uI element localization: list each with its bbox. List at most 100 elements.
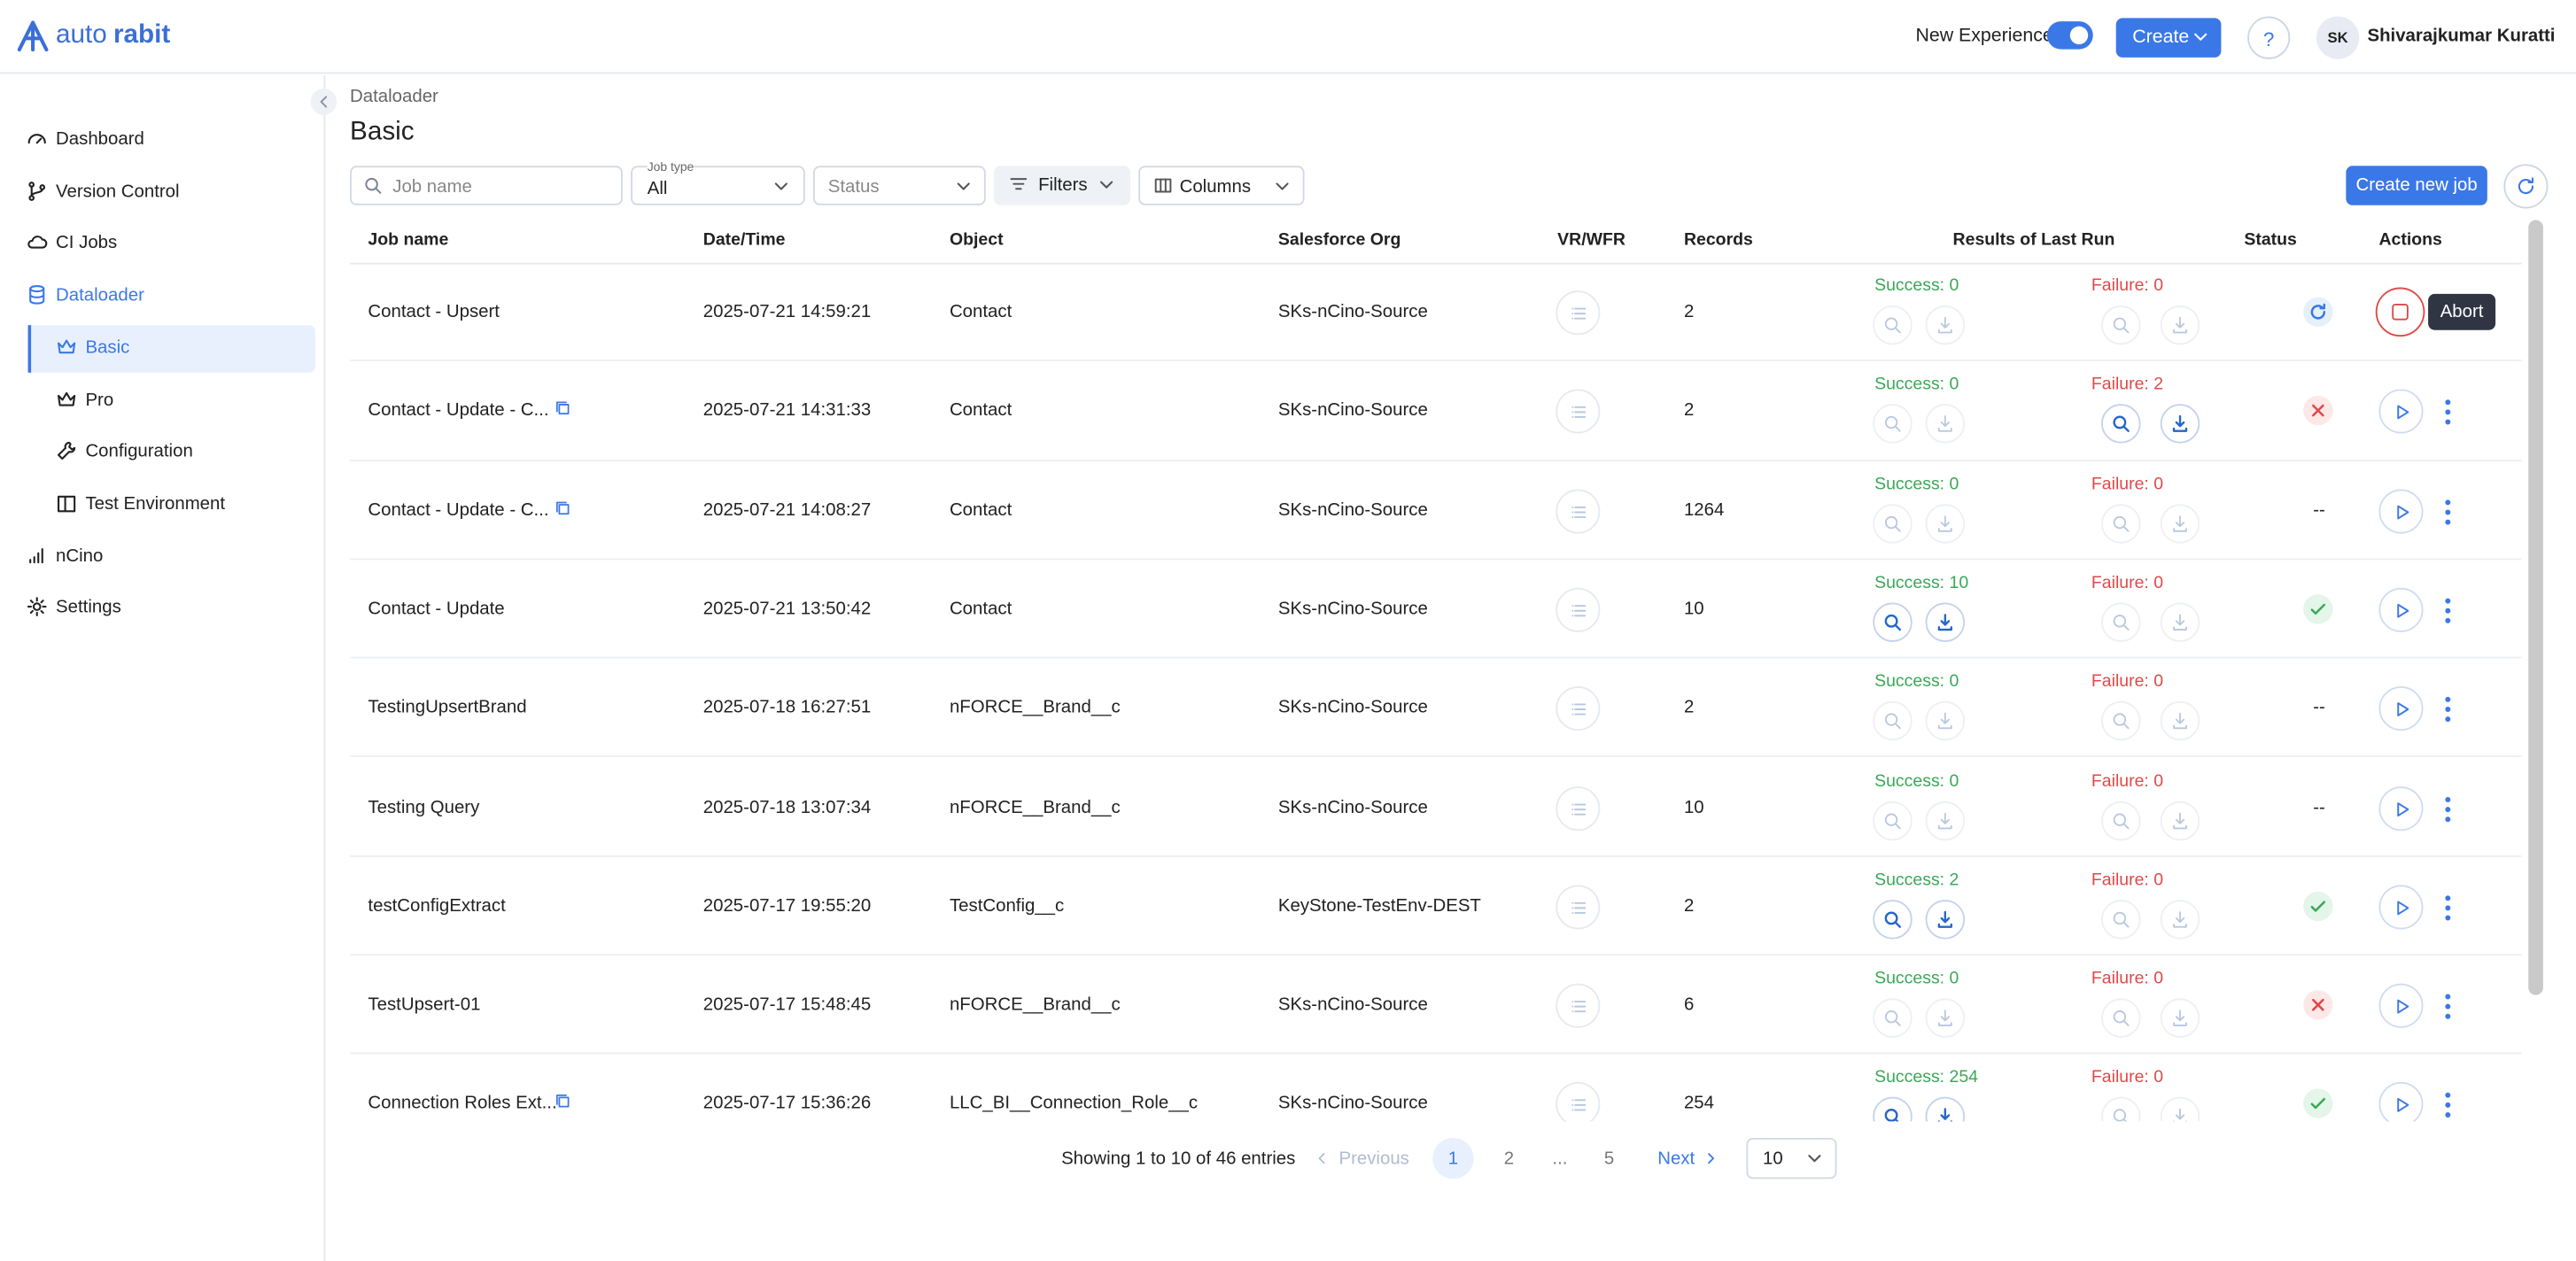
nav-item[interactable]: Dashboard [56,129,144,150]
result-button[interactable] [1925,305,1966,345]
filters-button[interactable]: Filters [994,166,1130,205]
result-button[interactable] [2101,998,2141,1039]
run-button[interactable] [2378,389,2424,435]
toggle[interactable] [2046,21,2093,50]
more-button[interactable] [2436,1089,2459,1121]
run-button[interactable] [2378,1082,2424,1122]
salesforce-org: SKs-nCino-Source [1277,797,1428,817]
job-type-select[interactable]: Job type All [631,159,805,205]
create-job-button[interactable]: Create new job [2346,166,2487,205]
result-button[interactable] [2160,305,2200,345]
more-button[interactable] [2436,495,2459,528]
result-button[interactable] [2160,998,2200,1039]
result-button-active[interactable] [1873,899,1913,940]
result-button-active[interactable] [1925,899,1966,940]
result-button[interactable] [2101,602,2141,642]
result-button[interactable] [2160,701,2200,741]
prev-button[interactable]: Previous [1338,1149,1409,1170]
result-icon [1882,612,1902,637]
result-button[interactable] [1873,305,1913,345]
more-button[interactable] [2436,793,2459,825]
next-button[interactable]: Next [1657,1149,1695,1170]
result-button[interactable] [2160,602,2200,642]
abort-button[interactable] [2375,287,2425,337]
result-button-active[interactable] [1873,1097,1913,1122]
result-button-active[interactable] [1873,602,1913,642]
page-button[interactable]: ... [1552,1149,1568,1170]
help-button[interactable]: ? [2247,16,2291,59]
run-button[interactable] [2378,686,2424,731]
result-button-active[interactable] [2160,404,2200,445]
more-button[interactable] [2436,594,2459,627]
vr-wfr-button[interactable] [1556,686,1601,731]
vr-wfr-button[interactable] [1556,983,1601,1028]
nav-item[interactable]: Dataloader [56,285,144,306]
result-button-active[interactable] [1925,1097,1966,1122]
page-button[interactable]: 1 [1447,1149,1459,1170]
status-select[interactable]: Status [813,166,986,205]
result-button[interactable] [2101,503,2141,543]
run-button[interactable] [2378,885,2424,930]
page-button[interactable]: 2 [1503,1149,1515,1170]
result-button-active[interactable] [1925,602,1966,642]
run-button[interactable] [2378,983,2424,1028]
result-button[interactable] [2101,1097,2141,1122]
more-button[interactable] [2436,396,2459,429]
nav-item[interactable]: Version Control [56,182,180,202]
page-size-select[interactable]: 10 [1746,1137,1837,1180]
result-button[interactable] [1873,800,1913,840]
nav-item[interactable]: CI Jobs [56,234,118,254]
more-button[interactable] [2436,990,2459,1023]
vr-wfr-button[interactable] [1556,1082,1601,1122]
nav-sub-item[interactable]: Test Environment [85,493,226,514]
result-button[interactable] [2101,701,2141,741]
copy-icon[interactable] [554,1093,571,1116]
result-button[interactable] [1925,800,1966,840]
more-button[interactable] [2436,891,2459,924]
search-input[interactable]: Job name [350,166,623,205]
result-button[interactable] [1925,404,1966,445]
table-row: Contact - Upsert 2025-07-21 14:59:21 Conta… [350,263,2522,362]
run-button[interactable] [2378,587,2424,632]
result-button[interactable] [2160,899,2200,940]
vr-wfr-button[interactable] [1556,785,1601,831]
result-button[interactable] [1873,701,1913,741]
run-button[interactable] [2378,785,2424,831]
result-button[interactable] [2101,305,2141,345]
vr-wfr-button[interactable] [1556,885,1601,930]
vr-wfr-button[interactable] [1556,488,1601,533]
result-button[interactable] [1925,503,1966,543]
columns-select[interactable]: Columns [1138,166,1305,205]
result-button[interactable] [2160,800,2200,840]
vr-wfr-button[interactable] [1556,587,1601,632]
result-button[interactable] [1873,998,1913,1039]
result-button[interactable] [1873,404,1913,445]
result-button-active[interactable] [2101,404,2141,445]
header-border [350,262,2522,265]
result-button[interactable] [2101,800,2141,840]
collapse-button[interactable] [310,89,338,115]
status-glyph [2308,1095,2328,1119]
more-button[interactable] [2436,693,2459,726]
run-button[interactable] [2378,488,2424,533]
nav-sub-item[interactable]: Configuration [85,442,193,462]
nav-sub-item[interactable]: Pro [85,390,114,410]
result-button[interactable] [2101,899,2141,940]
object: nFORCE__Brand__c [949,797,1121,817]
refresh-button[interactable] [2503,164,2549,209]
nav-item[interactable]: Settings [56,598,121,618]
result-button[interactable] [2160,1097,2200,1122]
vr-wfr-button[interactable] [1556,389,1601,435]
result-button[interactable] [1925,701,1966,741]
vr-wfr-button[interactable] [1556,290,1601,336]
result-button[interactable] [2160,503,2200,543]
copy-icon[interactable] [554,399,571,422]
result-button[interactable] [1925,998,1966,1039]
nav-item[interactable]: nCino [56,545,104,566]
nav-sub-item[interactable]: Basic [85,337,130,358]
create-button[interactable]: Create [2115,18,2222,58]
result-button[interactable] [1873,503,1913,543]
page-button[interactable]: 5 [1603,1149,1615,1170]
copy-icon[interactable] [554,499,571,522]
